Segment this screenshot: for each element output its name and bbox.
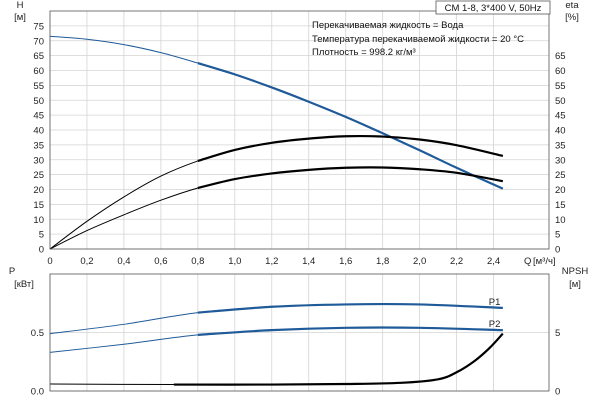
bottom-grid xyxy=(49,274,549,392)
y-right-label: eta xyxy=(565,0,579,11)
y-left-tick-label: 40 xyxy=(33,126,44,137)
info-line-temperature: Температура перекачиваемой жидкости = 20… xyxy=(312,34,524,45)
y-left-tick-label: 20 xyxy=(33,185,44,196)
bottom-series-1-duty-range xyxy=(197,326,503,336)
y-right-tick-label: 40 xyxy=(555,126,566,137)
y-left-tick-label: 5 xyxy=(39,230,44,241)
top-right-tick-labels: 0 5 10 15 20 25 30 35 40 45 50 55 60 65 xyxy=(555,51,566,255)
y-right-tick-label: 15 xyxy=(555,200,566,211)
top-series-2-curve xyxy=(49,166,503,250)
bottom-series-1-curve xyxy=(49,327,503,353)
y-right-tick-label: 25 xyxy=(555,170,566,181)
npsh-axis-label: NPSH xyxy=(562,266,589,277)
bottom-series-2-curve xyxy=(49,333,504,386)
x-tick-label: 1,0 xyxy=(228,256,241,267)
y-right-tick-label: 10 xyxy=(555,215,566,226)
y-right-tick-label: 30 xyxy=(555,155,566,166)
y-right-tick-label: 55 xyxy=(555,81,566,92)
power-tick-label: 0.0 xyxy=(31,387,44,398)
top-grid xyxy=(49,11,549,250)
y-left-tick-label: 60 xyxy=(33,66,44,77)
x-tick-label: 0,8 xyxy=(191,256,204,267)
x-tick-label: 0,4 xyxy=(117,256,130,267)
y-left-tick-label: 0 xyxy=(39,245,44,256)
y-left-tick-label: 65 xyxy=(33,51,44,62)
power-axis-unit: [кВт] xyxy=(14,279,34,290)
x-tick-label: 1,2 xyxy=(265,256,278,267)
npsh-tick-label: 0 xyxy=(555,387,560,398)
y-right-unit: [%] xyxy=(565,12,579,23)
y-right-tick-label: 65 xyxy=(555,51,566,62)
x-tick-label: 0,2 xyxy=(80,256,93,267)
series-label-p1: P1 xyxy=(489,297,501,308)
x-tick-label: 2,0 xyxy=(413,256,426,267)
series-label-p2: P2 xyxy=(489,319,501,330)
y-right-tick-label: 5 xyxy=(555,230,560,241)
top-series xyxy=(49,35,504,250)
top-panel: 0 0,2 0,4 0,6 0,8 1,0 1,2 1,4 1,6 1,8 2,0 2,2 2,4 0 5… xyxy=(14,0,579,267)
y-right-tick-label: 45 xyxy=(555,111,566,122)
y-left-tick-label: 75 xyxy=(33,21,44,32)
x-label: Q xyxy=(524,256,531,267)
top-series-0-curve xyxy=(49,35,504,190)
bottom-left-tick-labels: 0.0 0.5 xyxy=(31,328,44,398)
y-left-tick-label: 10 xyxy=(33,215,44,226)
y-right-tick-label: 60 xyxy=(555,66,566,77)
top-series-1-curve xyxy=(49,135,503,250)
bottom-series-labels: P1 P2 xyxy=(489,297,501,330)
top-series-1-duty-range xyxy=(197,134,504,162)
bottom-series xyxy=(49,302,504,386)
npsh-axis-unit: [м] xyxy=(569,279,581,290)
y-left-tick-label: 70 xyxy=(33,36,44,47)
power-axis-label: P xyxy=(9,266,15,277)
y-right-tick-label: 0 xyxy=(555,245,560,256)
y-right-tick-label: 20 xyxy=(555,185,566,196)
top-plot-frame xyxy=(49,10,550,250)
top-x-tick-labels: 0 0,2 0,4 0,6 0,8 1,0 1,2 1,4 1,6 1,8 2,0 2,2 2,4 xyxy=(47,256,500,267)
y-left-tick-label: 15 xyxy=(33,200,44,211)
top-left-tick-labels: 0 5 10 15 20 25 30 35 40 45 50 55 60 65 70 75 xyxy=(33,21,44,255)
power-tick-label: 0.5 xyxy=(31,328,44,339)
model-box xyxy=(435,0,551,15)
x-unit: [м³/ч] xyxy=(533,256,556,267)
y-left-tick-label: 50 xyxy=(33,96,44,107)
x-tick-label: 2,2 xyxy=(450,256,463,267)
model-label: CM 1-8, 3*400 V, 50Hz xyxy=(445,3,542,14)
top-series-0-duty-range xyxy=(197,62,504,190)
x-tick-label: 1,6 xyxy=(339,256,352,267)
y-left-unit: [м] xyxy=(14,12,26,23)
y-left-tick-label: 25 xyxy=(33,170,44,181)
npsh-tick-label: 5 xyxy=(555,328,560,339)
y-left-tick-label: 55 xyxy=(33,81,44,92)
bottom-series-0-duty-range xyxy=(197,302,503,314)
bottom-series-2-duty-range xyxy=(173,332,504,386)
bottom-right-tick-labels: 05 xyxy=(555,328,560,398)
y-left-tick-label: 35 xyxy=(33,140,44,151)
y-right-tick-label: 35 xyxy=(555,140,566,151)
y-right-tick-label: 50 xyxy=(555,96,566,107)
x-tick-label: 1,4 xyxy=(302,256,315,267)
y-left-label: H xyxy=(17,0,24,11)
x-tick-label: 2,4 xyxy=(487,256,500,267)
bottom-plot-frame xyxy=(49,273,550,392)
info-line-fluid: Перекачиваемая жидкость = Вода xyxy=(312,20,464,31)
y-left-tick-label: 45 xyxy=(33,111,44,122)
info-line-density: Плотность = 998.2 кг/м³ xyxy=(312,47,416,58)
x-tick-label: 1,8 xyxy=(376,256,389,267)
y-left-tick-label: 30 xyxy=(33,155,44,166)
x-tick-label: 0,6 xyxy=(154,256,167,267)
top-series-2-duty-range xyxy=(197,166,503,190)
x-tick-label: 0 xyxy=(47,256,52,267)
